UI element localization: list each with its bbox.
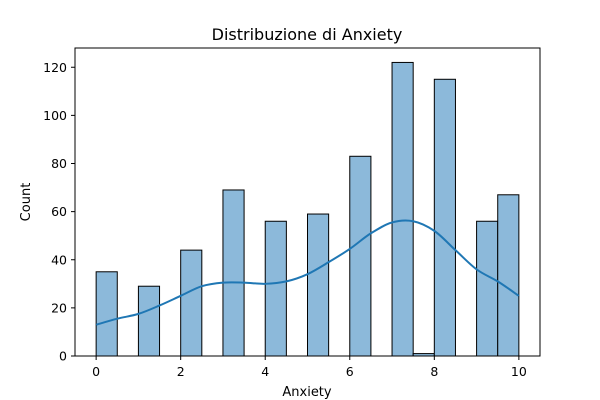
- plot-frame: [74, 47, 541, 357]
- chart-title: Distribuzione di Anxiety: [212, 25, 403, 44]
- histogram-bar: [180, 249, 203, 357]
- y-tick-label: 0: [59, 349, 67, 364]
- y-tick-label: 80: [51, 156, 67, 171]
- y-tick-label: 60: [51, 204, 67, 219]
- histogram-bar: [264, 220, 287, 357]
- histogram-bar: [307, 213, 330, 357]
- bars-group: [95, 61, 520, 357]
- histogram-bar: [95, 271, 118, 357]
- x-tick-label: 4: [261, 364, 269, 379]
- histogram-bar: [349, 155, 372, 357]
- y-tick-label: 40: [51, 252, 67, 267]
- x-axis-label: Anxiety: [282, 385, 332, 400]
- x-tick-label: 6: [346, 364, 354, 379]
- histogram-bar: [476, 220, 499, 357]
- y-tick-label: 20: [51, 300, 67, 315]
- histogram-bar: [497, 194, 520, 357]
- histogram-bar: [222, 189, 245, 357]
- y-tick-label: 120: [43, 60, 67, 75]
- y-tick-label: 100: [43, 108, 67, 123]
- histogram-bar: [433, 78, 456, 357]
- x-tick-label: 10: [511, 364, 527, 379]
- x-tick-label: 2: [177, 364, 185, 379]
- x-axis-ticks: 0 2 4 6 8 10: [92, 356, 527, 379]
- kde-curve: [95, 219, 520, 326]
- x-tick-label: 8: [430, 364, 438, 379]
- x-tick-label: 0: [92, 364, 100, 379]
- histogram-bar: [391, 61, 414, 357]
- y-axis-ticks: 0 20 40 60 80 100 120: [43, 60, 75, 364]
- y-axis-label: Count: [19, 183, 34, 222]
- histogram-bar: [137, 285, 161, 357]
